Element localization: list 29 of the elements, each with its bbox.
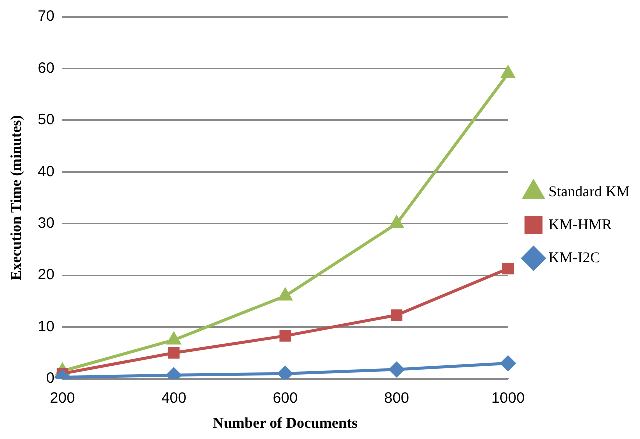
legend-label: KM-I2C bbox=[548, 250, 600, 266]
y-tick-label: 20 bbox=[38, 266, 55, 284]
legend-label: KM-HMR bbox=[548, 217, 612, 234]
x-tick-label: 200 bbox=[50, 390, 76, 408]
y-tick-label: 40 bbox=[38, 163, 55, 180]
x-tick-label: 400 bbox=[162, 390, 187, 408]
point bbox=[280, 330, 292, 342]
x-axis-title: Number of Documents bbox=[213, 416, 358, 432]
x-tick-label: 1000 bbox=[492, 390, 525, 408]
x-tick-label: 600 bbox=[272, 390, 298, 408]
legend-label: Standard KM bbox=[548, 184, 630, 200]
y-tick-label: 70 bbox=[38, 8, 55, 26]
y-tick-label: 10 bbox=[38, 318, 55, 336]
y-tick-label: 50 bbox=[38, 112, 55, 129]
point bbox=[278, 366, 293, 379]
point bbox=[278, 288, 292, 301]
point bbox=[167, 332, 181, 345]
point bbox=[500, 356, 516, 371]
point bbox=[391, 310, 403, 322]
point bbox=[168, 347, 180, 359]
point bbox=[502, 66, 515, 78]
point bbox=[502, 263, 514, 275]
x-tick-label: 800 bbox=[384, 390, 410, 408]
y-tick-label: 30 bbox=[38, 215, 55, 232]
y-tick-label: 0 bbox=[46, 370, 55, 388]
y-axis-title: Execution Time (minutes) bbox=[8, 115, 25, 281]
point bbox=[390, 216, 404, 228]
y-tick-label: 60 bbox=[38, 60, 55, 77]
point bbox=[389, 362, 404, 378]
